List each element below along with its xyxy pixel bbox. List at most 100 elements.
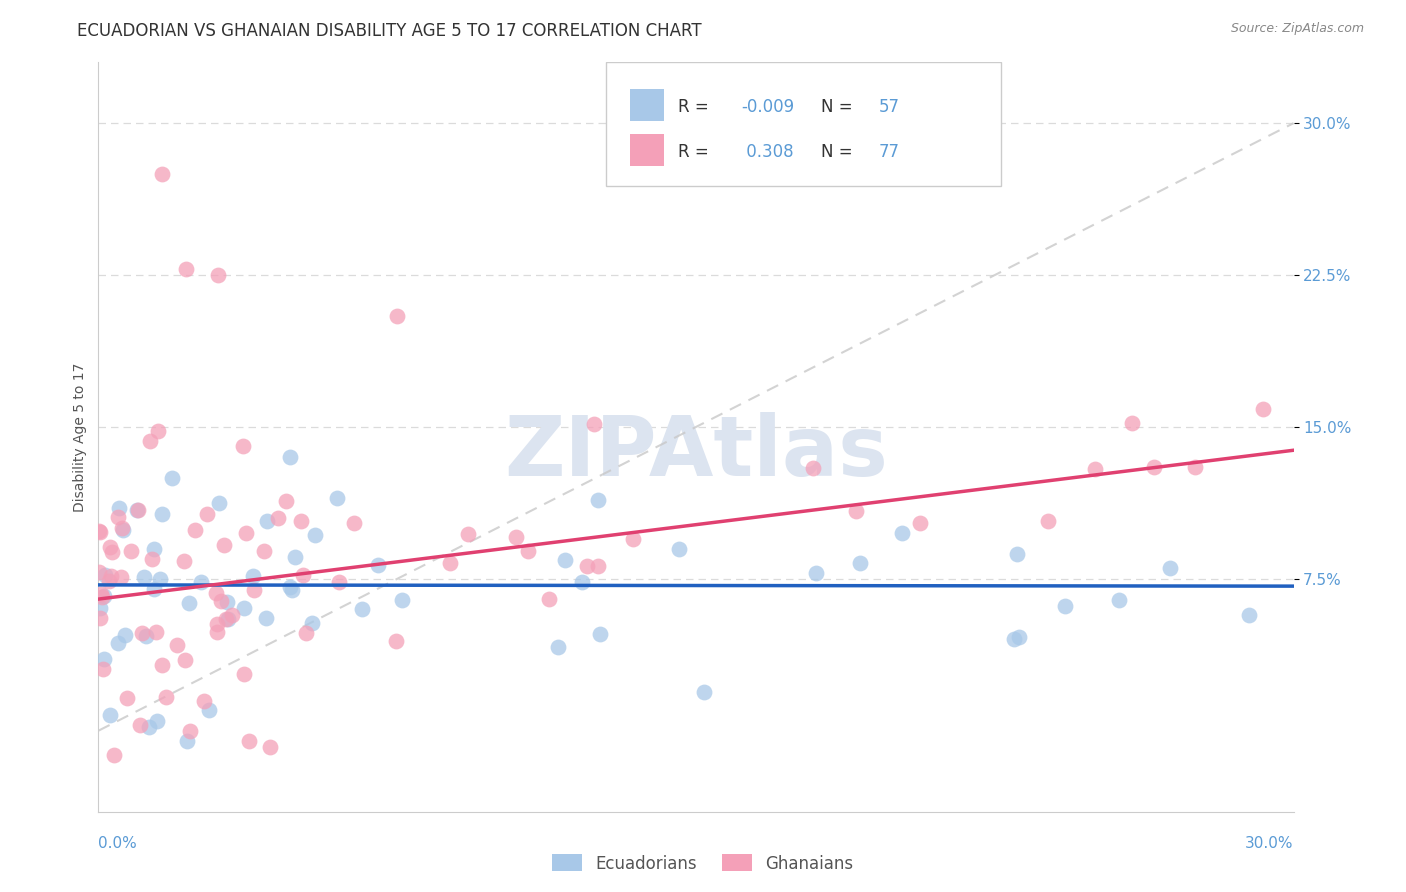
Point xyxy=(120,544,142,558)
Point xyxy=(801,461,824,475)
Point xyxy=(193,694,215,708)
Text: 0.0%: 0.0% xyxy=(98,836,138,851)
Point xyxy=(890,526,912,541)
Point xyxy=(205,586,228,600)
Point xyxy=(215,612,238,626)
Point xyxy=(131,625,153,640)
Point xyxy=(217,612,239,626)
Point xyxy=(179,723,201,738)
Text: N =: N = xyxy=(821,144,858,161)
Point xyxy=(139,434,162,449)
Point xyxy=(205,625,228,640)
Point xyxy=(110,570,132,584)
Point xyxy=(1054,599,1077,613)
Point xyxy=(150,167,173,181)
Point xyxy=(149,572,172,586)
Point xyxy=(129,717,152,731)
Point xyxy=(301,616,323,631)
Point xyxy=(547,640,569,654)
Point xyxy=(1108,593,1130,607)
FancyBboxPatch shape xyxy=(630,89,664,121)
Point xyxy=(1184,459,1206,474)
Point xyxy=(267,511,290,525)
Point xyxy=(281,583,304,598)
Point xyxy=(138,720,160,734)
Point xyxy=(582,417,605,432)
Point xyxy=(93,590,115,604)
Point xyxy=(621,533,644,547)
Point xyxy=(112,524,135,538)
Point xyxy=(205,617,228,632)
Point xyxy=(328,575,350,590)
Point xyxy=(173,553,195,567)
Point xyxy=(100,545,122,559)
Point xyxy=(93,568,115,582)
Point xyxy=(89,600,111,615)
Point xyxy=(90,587,112,601)
Point xyxy=(114,628,136,642)
Point xyxy=(207,268,229,282)
Point xyxy=(195,508,218,522)
Point xyxy=(538,591,561,606)
Text: R =: R = xyxy=(678,144,714,161)
Point xyxy=(457,527,479,541)
Point xyxy=(174,262,197,277)
Point xyxy=(98,707,121,722)
Point xyxy=(93,652,115,666)
Point xyxy=(117,691,139,706)
Point xyxy=(190,574,212,589)
Point xyxy=(108,500,131,515)
Point xyxy=(142,582,165,597)
Point xyxy=(243,582,266,597)
Point xyxy=(517,544,540,558)
Point xyxy=(295,626,318,640)
Point xyxy=(134,570,156,584)
Point xyxy=(233,667,256,681)
Y-axis label: Disability Age 5 to 17: Disability Age 5 to 17 xyxy=(73,362,87,512)
Point xyxy=(668,542,690,557)
Point xyxy=(146,714,169,728)
Point xyxy=(848,557,870,571)
Text: 57: 57 xyxy=(879,98,900,116)
Point xyxy=(148,424,170,438)
Point xyxy=(385,309,409,323)
Point xyxy=(97,574,120,588)
Point xyxy=(176,734,198,748)
Point xyxy=(278,580,301,594)
Point xyxy=(253,544,276,558)
Point xyxy=(290,514,312,528)
Point xyxy=(350,602,373,616)
Point xyxy=(1251,402,1274,417)
Text: N =: N = xyxy=(821,98,858,116)
Text: ZIPAtlas: ZIPAtlas xyxy=(503,411,889,492)
Point xyxy=(391,593,413,607)
Point xyxy=(575,558,598,573)
Point xyxy=(221,608,243,623)
Point xyxy=(1008,631,1031,645)
FancyBboxPatch shape xyxy=(630,135,664,166)
Point xyxy=(505,530,527,544)
Point xyxy=(111,521,134,535)
Point xyxy=(554,552,576,566)
Point xyxy=(1237,607,1260,622)
Point xyxy=(150,507,173,521)
Point xyxy=(1143,459,1166,474)
Text: -0.009: -0.009 xyxy=(741,98,794,116)
Text: 0.308: 0.308 xyxy=(741,144,794,161)
Text: 77: 77 xyxy=(879,144,900,161)
Point xyxy=(145,624,167,639)
Point xyxy=(211,594,233,608)
Point xyxy=(238,734,260,748)
Point xyxy=(141,552,163,566)
Point xyxy=(90,590,112,604)
Point xyxy=(1121,416,1143,430)
Point xyxy=(100,568,122,582)
Point xyxy=(184,523,207,537)
Point xyxy=(91,662,114,676)
Point xyxy=(274,494,297,508)
Point xyxy=(571,575,593,590)
Point xyxy=(256,514,278,528)
Point xyxy=(326,491,349,505)
Point xyxy=(89,566,111,580)
Point xyxy=(135,629,157,643)
